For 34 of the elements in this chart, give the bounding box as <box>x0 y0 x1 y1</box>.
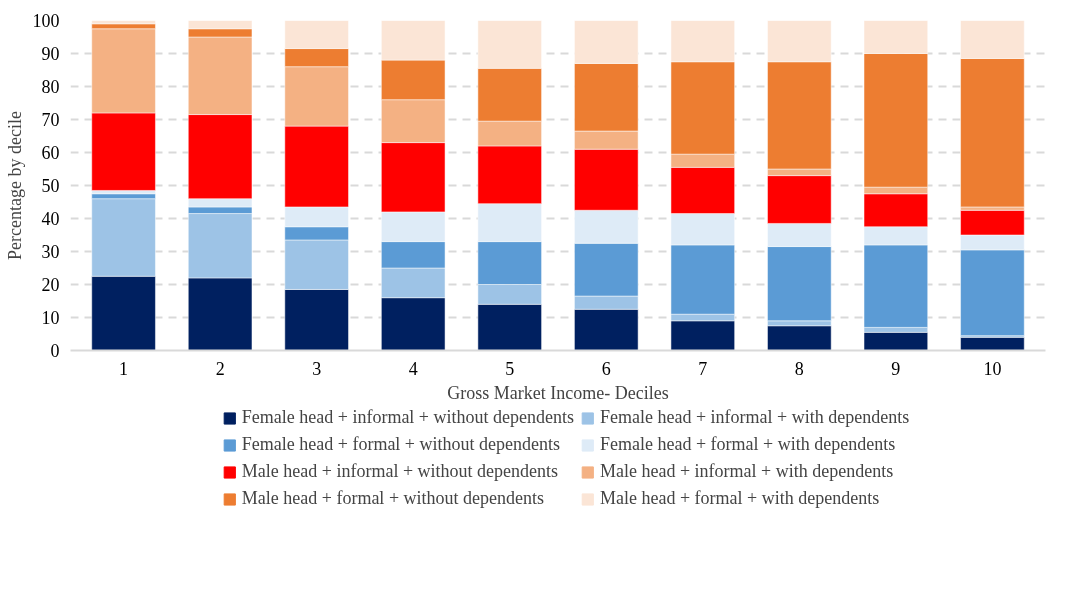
y-tick-label: 20 <box>41 275 60 295</box>
bar <box>767 325 832 351</box>
y-tick-label: 100 <box>32 11 60 31</box>
bar <box>863 332 928 351</box>
x-tick-label: 9 <box>891 358 901 379</box>
y-tick-label: 70 <box>41 110 60 130</box>
y-tick-label: 10 <box>41 308 60 328</box>
legend-label: Male head + informal + without dependents <box>241 461 559 482</box>
legend-label: Male head + informal + with dependents <box>600 461 894 482</box>
y-tick-label: 60 <box>41 143 60 163</box>
x-tick-label: 7 <box>698 358 708 379</box>
x-tick-label: 10 <box>983 358 1002 379</box>
x-tick-label: 3 <box>312 358 322 379</box>
y-tick-label: 0 <box>50 341 60 361</box>
x-tick-label: 4 <box>408 358 418 379</box>
x-tick-label: 5 <box>505 358 515 379</box>
legend-label: Female head + informal + with dependents <box>600 407 910 428</box>
legend-label: Female head + formal + with dependents <box>600 434 896 455</box>
bar <box>960 337 1025 351</box>
x-axis-title: Gross Market Income- Deciles <box>447 382 669 403</box>
x-tick-label: 2 <box>215 358 225 379</box>
legend-label: Male head + formal + without dependents <box>241 488 545 509</box>
y-tick-label: 80 <box>41 77 60 97</box>
x-tick-label: 1 <box>119 358 129 379</box>
y-axis-title: Percentage by decile <box>4 111 25 260</box>
legend-label: Male head + formal + with dependents <box>600 488 880 509</box>
x-tick-label: 8 <box>794 358 804 379</box>
y-tick-label: 50 <box>41 176 60 196</box>
y-tick-label: 90 <box>41 44 60 64</box>
legend-label: Female head + informal + without dependents <box>241 407 574 428</box>
y-tick-label: 30 <box>41 242 60 262</box>
y-tick-label: 40 <box>41 209 60 229</box>
legend-label: Female head + formal + without dependents <box>241 434 560 455</box>
x-tick-label: 6 <box>601 358 611 379</box>
